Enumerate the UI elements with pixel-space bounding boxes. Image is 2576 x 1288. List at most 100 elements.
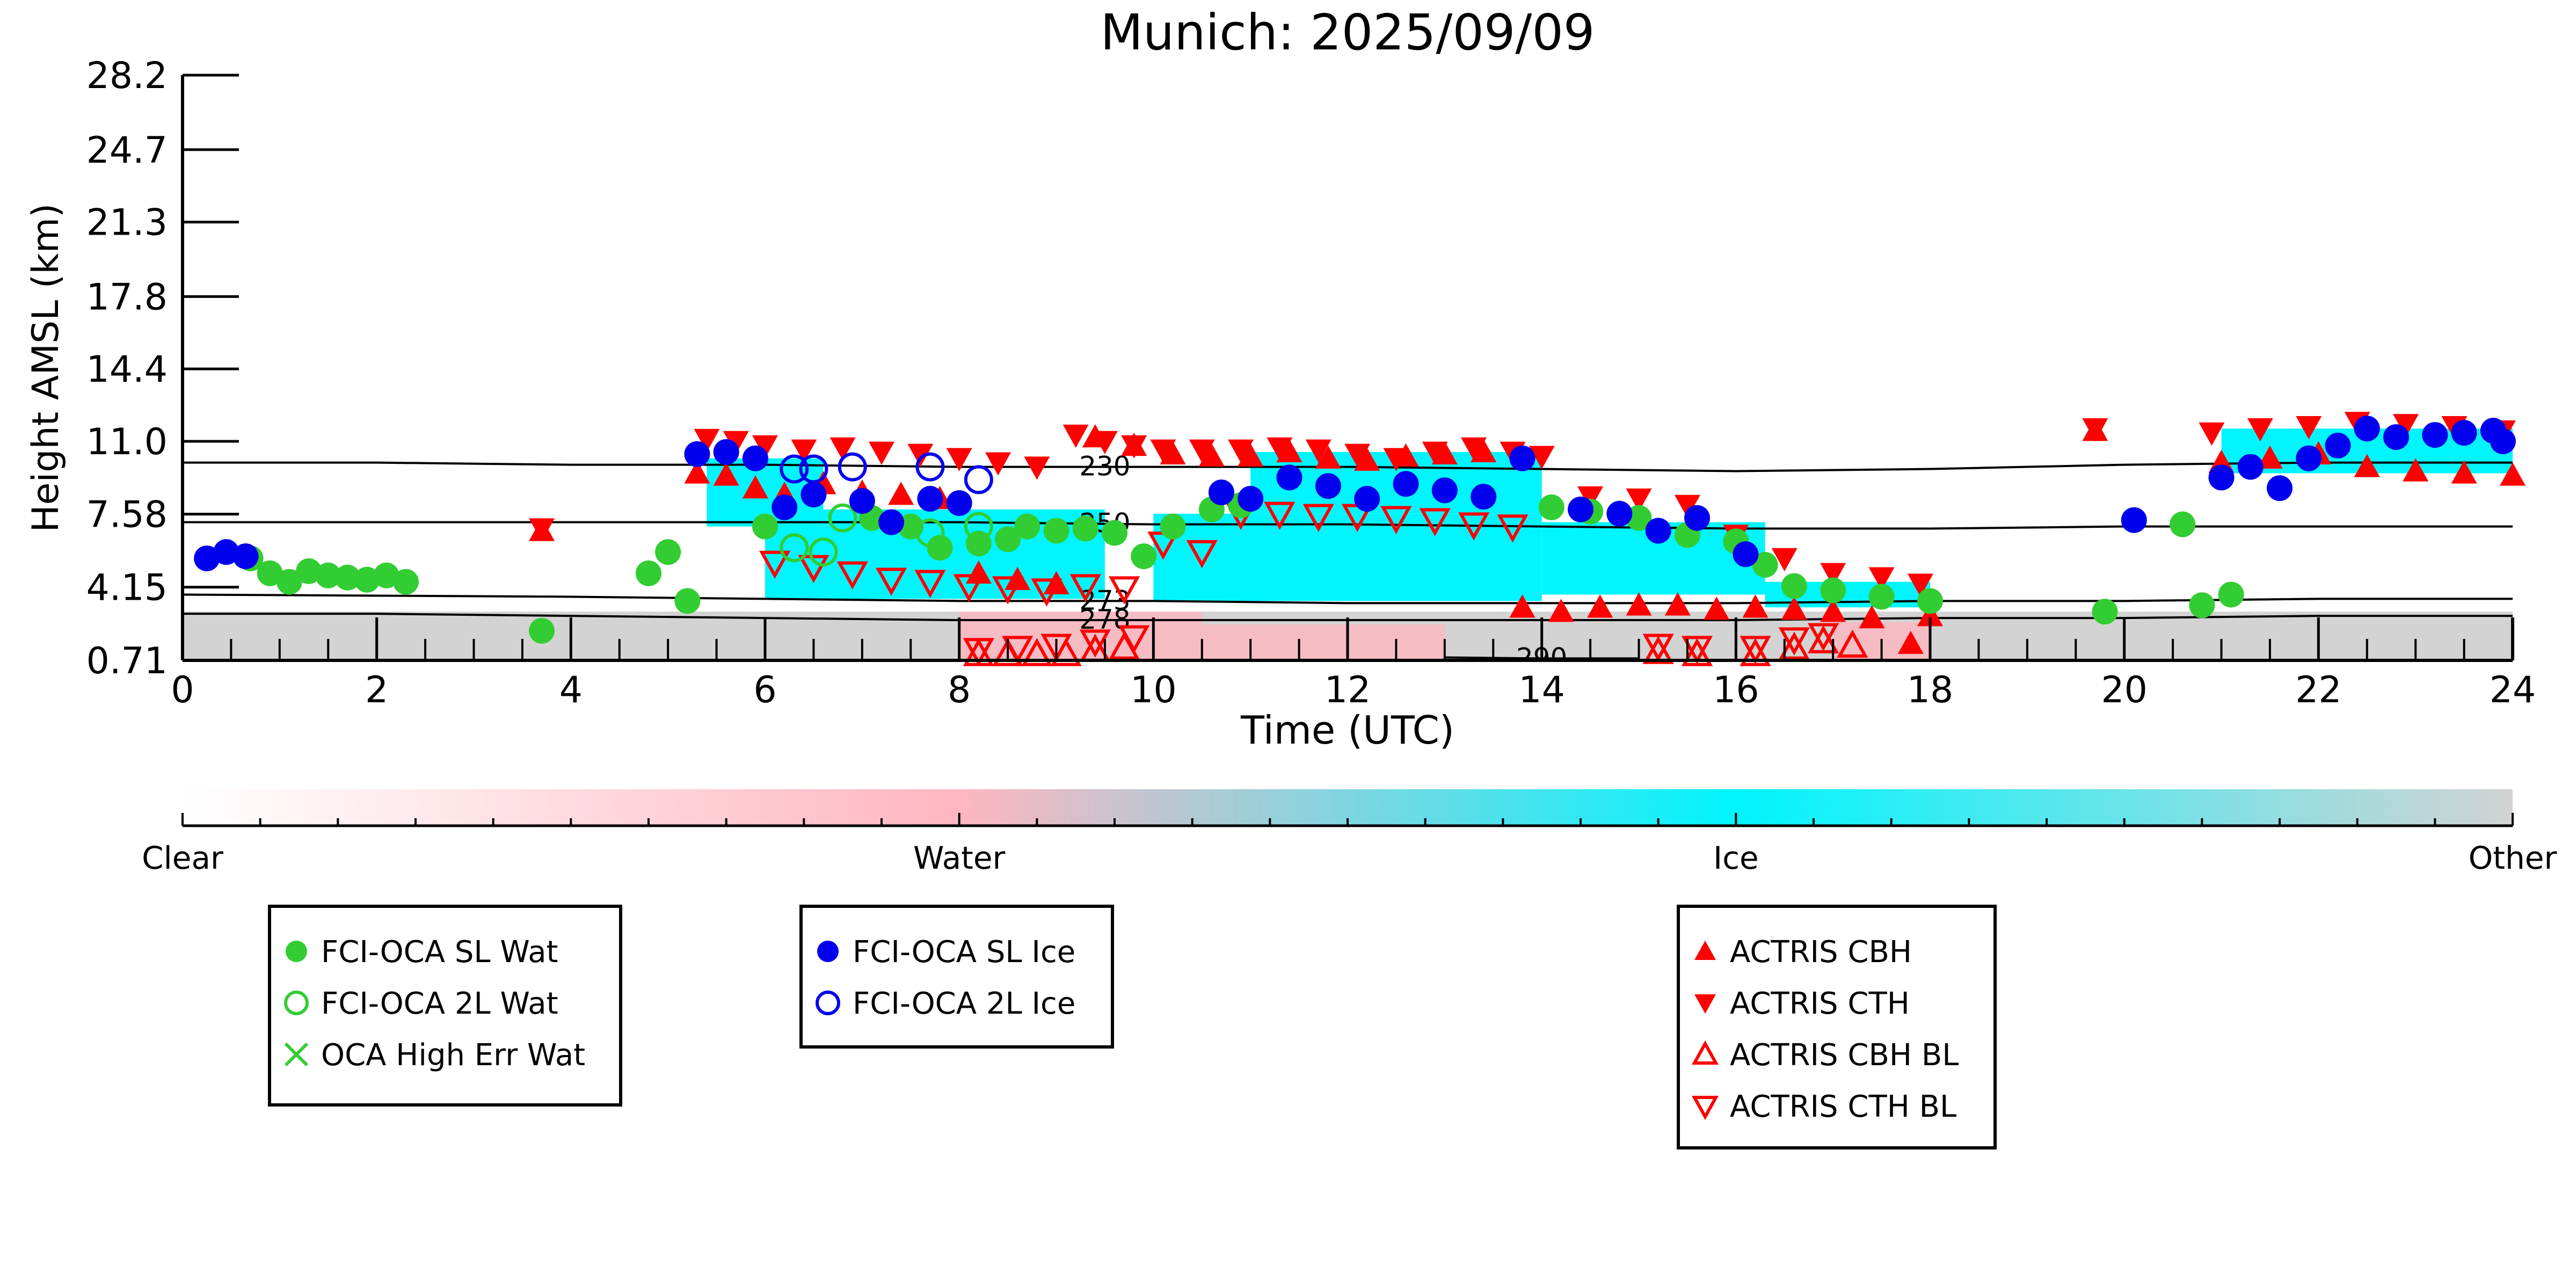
- point-fci-oca-sl-wat: [1752, 551, 1778, 578]
- point-actris-cth-bl: [1497, 514, 1529, 543]
- point-fci-oca-sl-ice: [1315, 473, 1341, 499]
- point-fci-oca-sl-wat: [1131, 543, 1157, 570]
- x-tick-label-18: 18: [1907, 669, 1954, 711]
- point-actris-cth: [1267, 437, 1293, 461]
- point-fci-oca-sl-ice: [1354, 486, 1380, 512]
- point-actris-cbh-bl: [1837, 629, 1868, 658]
- point-fci-oca-sl-wat: [1781, 573, 1807, 599]
- point-fci-oca-2l-wat: [964, 512, 993, 541]
- point-actris-cbh: [1781, 596, 1807, 620]
- isotherm-label-273: 273: [1079, 585, 1130, 616]
- point-fci-oca-sl-ice: [2237, 454, 2264, 480]
- point-actris-cbh: [1704, 596, 1730, 620]
- point-fci-oca-sl-ice: [1276, 464, 1302, 491]
- colorbar-label-ice: Ice: [1713, 840, 1759, 876]
- point-actris-cbh: [742, 475, 768, 499]
- series-fci-oca-2l-wat: [780, 503, 993, 567]
- point-actris-cth: [1189, 439, 1215, 463]
- point-actris-cth: [1422, 441, 1448, 465]
- legend-label-actris-cth: ACTRIS CTH: [1730, 986, 1910, 1021]
- point-fci-oca-sl-wat: [1014, 513, 1040, 540]
- point-fci-oca-2l-wat: [915, 518, 945, 548]
- point-fci-oca-2l-ice: [780, 454, 809, 484]
- point-fci-oca-sl-wat: [1626, 505, 1652, 531]
- x-tick-label-12: 12: [1325, 669, 1371, 711]
- point-actris-cth-bl: [1458, 512, 1490, 541]
- point-actris-cbh: [2500, 462, 2526, 486]
- x-tick-label-0: 0: [171, 669, 194, 711]
- point-fci-oca-sl-wat: [752, 513, 778, 540]
- point-fci-oca-2l-ice: [964, 465, 993, 494]
- point-actris-cth-bl: [759, 550, 791, 579]
- series-fci-oca-sl-wat: [237, 492, 2244, 644]
- point-fci-oca-sl-ice: [2422, 422, 2448, 448]
- point-fci-oca-sl-wat: [1820, 577, 1846, 603]
- isotherm-label-230: 230: [1079, 451, 1130, 482]
- point-fci-oca-sl-wat: [276, 569, 302, 595]
- legend-frame: [799, 905, 1114, 1049]
- y-tick-label-14.4: 14.4: [86, 348, 168, 391]
- point-fci-oca-sl-ice: [213, 539, 239, 565]
- point-fci-oca-sl-ice: [849, 488, 875, 514]
- point-actris-cth-bl: [1642, 634, 1674, 662]
- y-tick-label-24.7: 24.7: [86, 129, 168, 172]
- point-fci-oca-sl-ice: [917, 486, 943, 512]
- point-fci-oca-sl-wat: [927, 535, 953, 561]
- point-actris-cth: [2247, 418, 2273, 442]
- point-actris-cth-bl: [963, 638, 994, 666]
- point-actris-cth-bl: [1264, 501, 1296, 530]
- point-actris-cth-bl: [914, 570, 946, 598]
- point-actris-cbh: [1471, 439, 1497, 463]
- point-fci-oca-sl-wat: [1917, 588, 1943, 614]
- point-fci-oca-sl-wat: [529, 617, 555, 644]
- point-fci-oca-sl-wat: [1538, 494, 1564, 520]
- legend-marker-actris-cbh: [1694, 941, 1716, 960]
- legend-label-oca-high-err-wat: OCA High Err Wat: [321, 1038, 585, 1073]
- legend-marker-actris-cth-bl: [1691, 1096, 1719, 1120]
- point-actris-cbh-bl: [1778, 631, 1810, 660]
- point-actris-cbh-bl: [1642, 636, 1674, 664]
- point-fci-oca-sl-wat: [655, 539, 681, 565]
- point-actris-cth-bl: [875, 567, 907, 596]
- x-tick-label-4: 4: [559, 669, 583, 711]
- legend-label-actris-cth-bl: ACTRIS CTH BL: [1730, 1089, 1956, 1124]
- point-fci-oca-sl-ice: [684, 441, 710, 467]
- legend-marker-oca-high-err-wat: [284, 1042, 309, 1067]
- point-actris-cth: [791, 439, 817, 463]
- y-tick-label-4.15: 4.15: [86, 567, 168, 609]
- legend-label-fci-oca-2l-wat: FCI-OCA 2L Wat: [321, 986, 558, 1021]
- point-actris-cbh: [684, 460, 710, 484]
- point-fci-oca-sl-ice: [878, 509, 905, 535]
- point-actris-cth: [1383, 448, 1409, 471]
- legend-marker-fci-oca-sl-wat: [286, 941, 307, 962]
- point-actris-cth: [2296, 416, 2322, 440]
- point-actris-cth-bl: [1380, 506, 1412, 534]
- point-actris-cbh: [2354, 454, 2380, 477]
- x-axis-label: Time (UTC): [1240, 708, 1454, 753]
- point-fci-oca-sl-ice: [1393, 471, 1419, 497]
- point-fci-oca-sl-wat: [296, 558, 322, 584]
- point-fci-oca-sl-ice: [1645, 518, 1671, 544]
- point-fci-oca-sl-wat: [1043, 518, 1069, 544]
- point-actris-cbh: [1820, 599, 1846, 622]
- point-actris-cth: [829, 437, 856, 461]
- point-actris-cth-bl: [953, 574, 985, 602]
- point-actris-cth: [1529, 446, 1555, 469]
- series-fci-oca-sl-ice: [194, 416, 2516, 572]
- y-tick-label-0.71: 0.71: [86, 640, 168, 682]
- point-actris-cbh: [1917, 603, 1943, 627]
- x-tick-label-22: 22: [2295, 669, 2342, 711]
- colorbar: Clear Water Ice Other: [142, 789, 2557, 876]
- y-tick-label-7.58: 7.58: [86, 494, 168, 536]
- point-actris-cth: [1771, 548, 1798, 572]
- point-fci-oca-2l-wat: [828, 503, 857, 533]
- point-fci-oca-sl-wat: [334, 564, 361, 591]
- point-fci-oca-sl-wat: [2092, 599, 2118, 625]
- point-actris-cth-bl: [1079, 629, 1111, 658]
- point-actris-cbh: [1276, 439, 1302, 463]
- colorbar-label-water: Water: [913, 840, 1006, 876]
- data-markers: [194, 412, 2526, 666]
- point-actris-cth-bl: [1419, 508, 1451, 536]
- point-actris-cth-bl: [1031, 578, 1063, 607]
- point-actris-cth: [694, 428, 720, 453]
